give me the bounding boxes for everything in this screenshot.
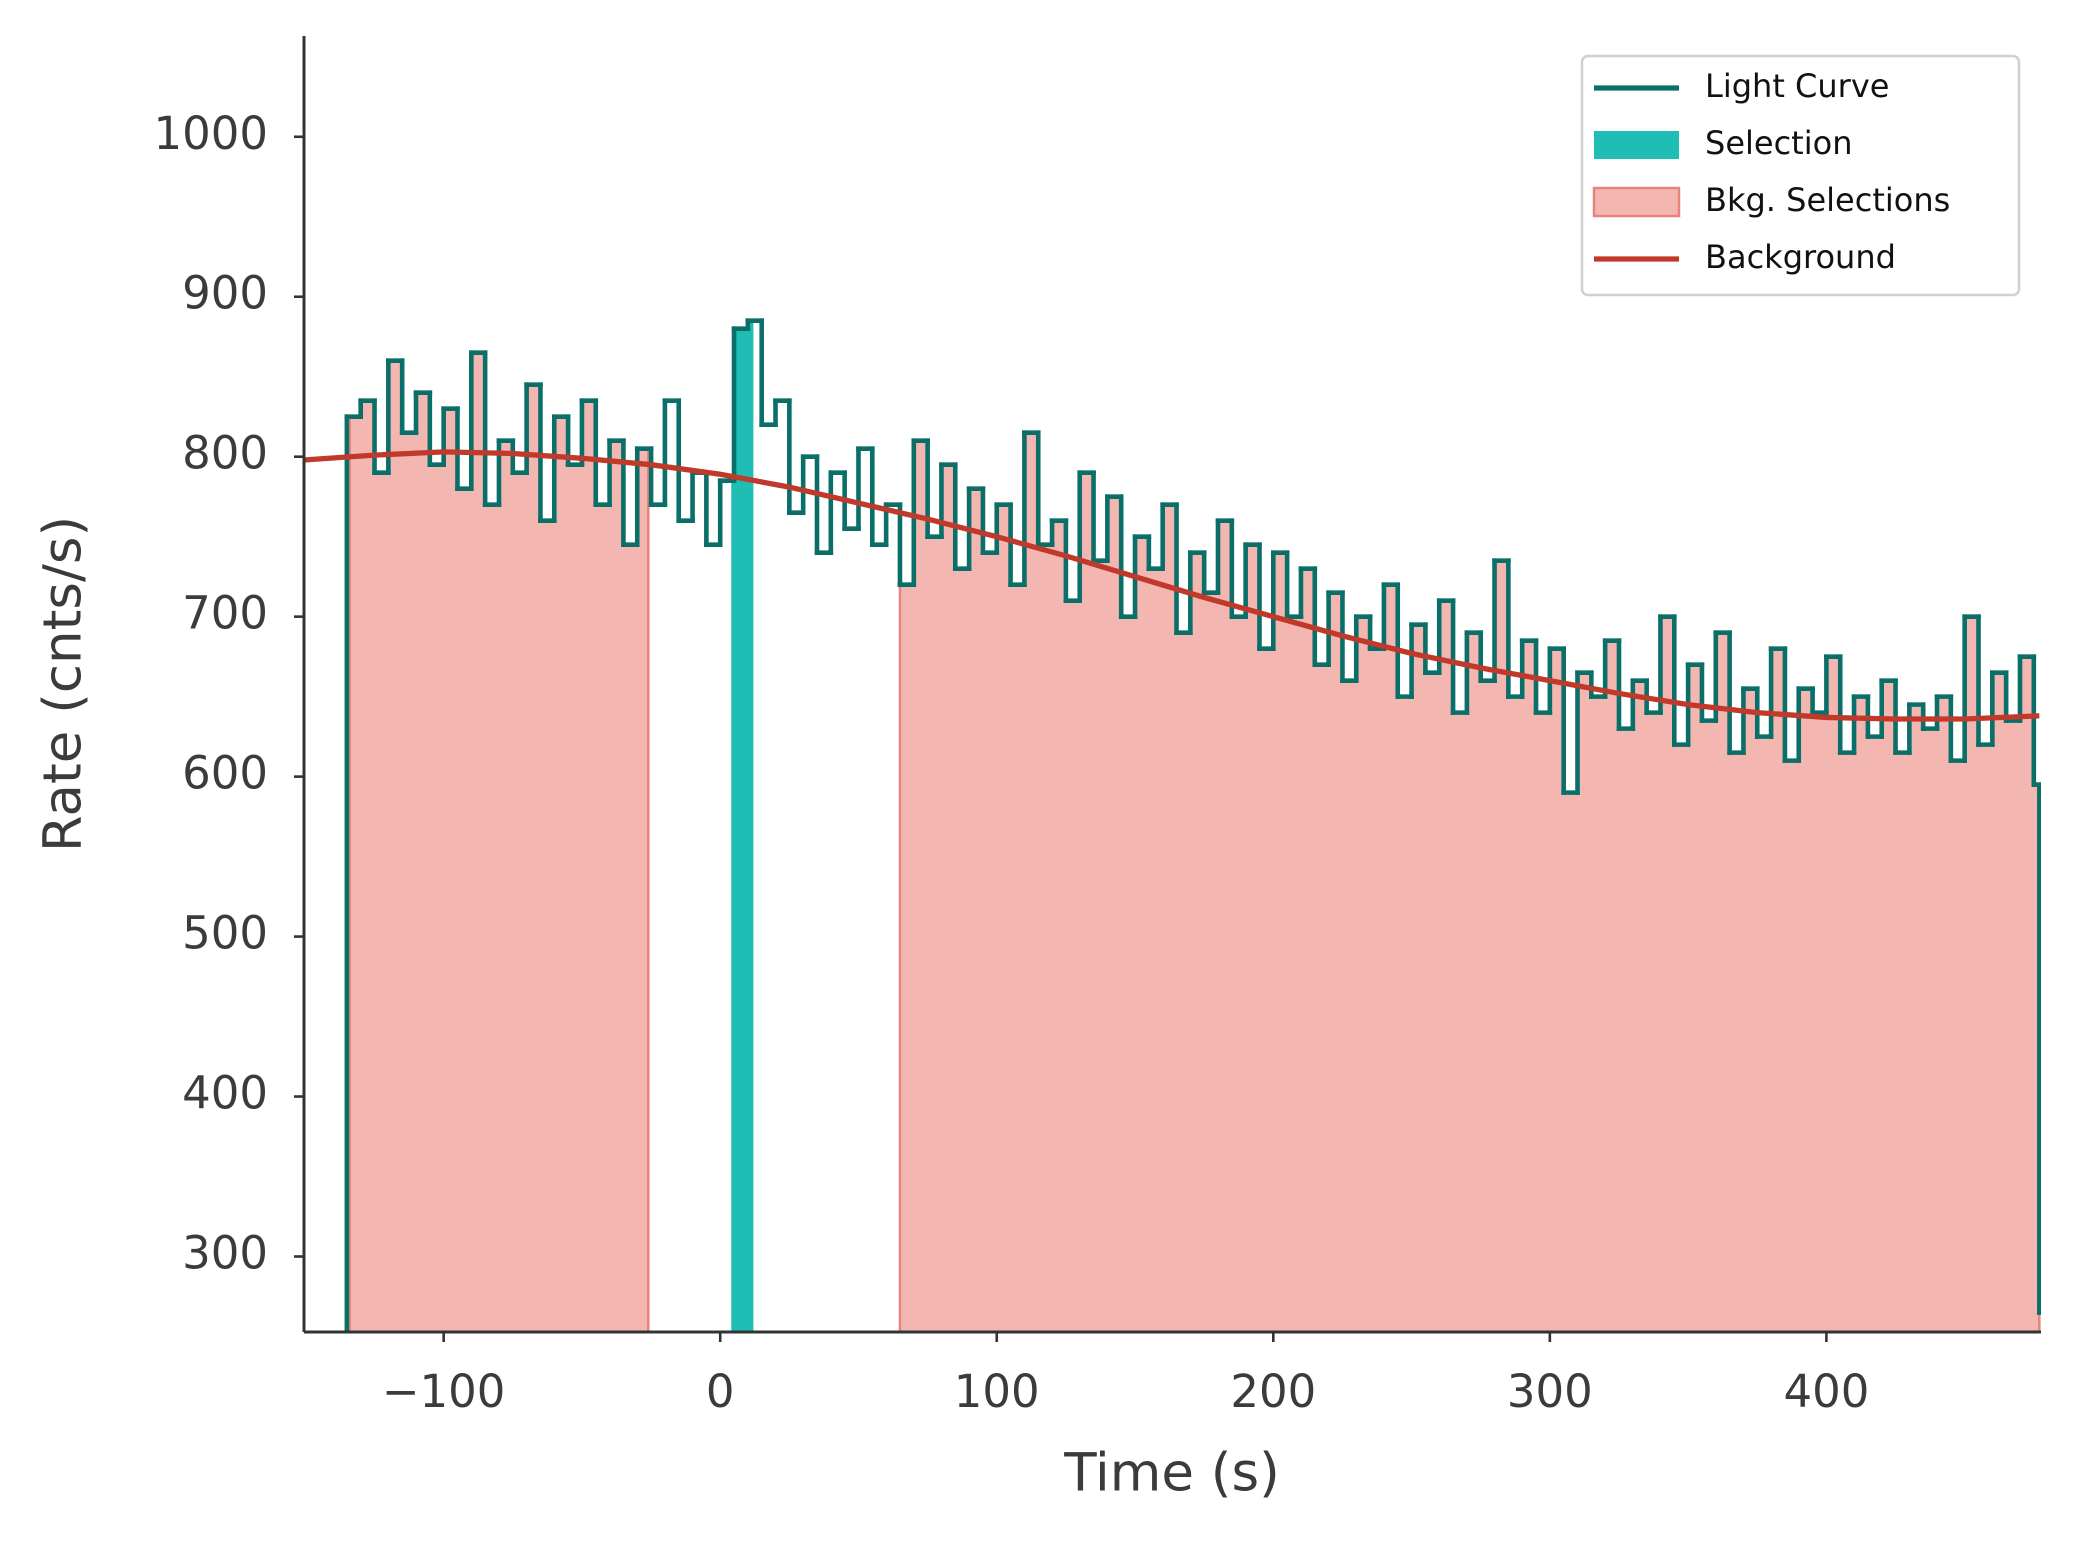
x-tick-label: 0 [706,1365,735,1418]
y-tick-label: 400 [182,1067,268,1120]
selection [731,320,754,1332]
y-tick-label: 700 [182,587,268,640]
x-tick-label: 300 [1507,1365,1593,1418]
y-tick-label: 600 [182,747,268,800]
background-line [305,449,2040,722]
legend-swatch [1594,131,1679,159]
legend-box [1580,54,2021,297]
x-tick-label: −100 [382,1365,506,1418]
x-tick-label: 100 [954,1365,1040,1418]
legend-swatch [1592,186,1681,218]
y-tick-label: 300 [182,1226,268,1279]
legend-label: Light Curve [1705,67,1889,105]
y-tick-label: 500 [182,907,268,960]
legend-label: Background [1705,238,1896,276]
y-tick-label: 800 [182,427,268,480]
y-tick-label: 1000 [153,107,268,160]
x-axis-label: Time (s) [1063,1443,1280,1504]
legend-label: Selection [1705,124,1852,162]
x-tick-label: 200 [1230,1365,1316,1418]
x-tick-label: 400 [1783,1365,1869,1418]
y-tick-label: 900 [182,267,268,320]
y-axis-label: Rate (cnts/s) [33,516,94,852]
bkg-selection [898,431,2041,1332]
plot-area [305,318,2041,1332]
legend-label: Bkg. Selections [1705,181,1950,219]
